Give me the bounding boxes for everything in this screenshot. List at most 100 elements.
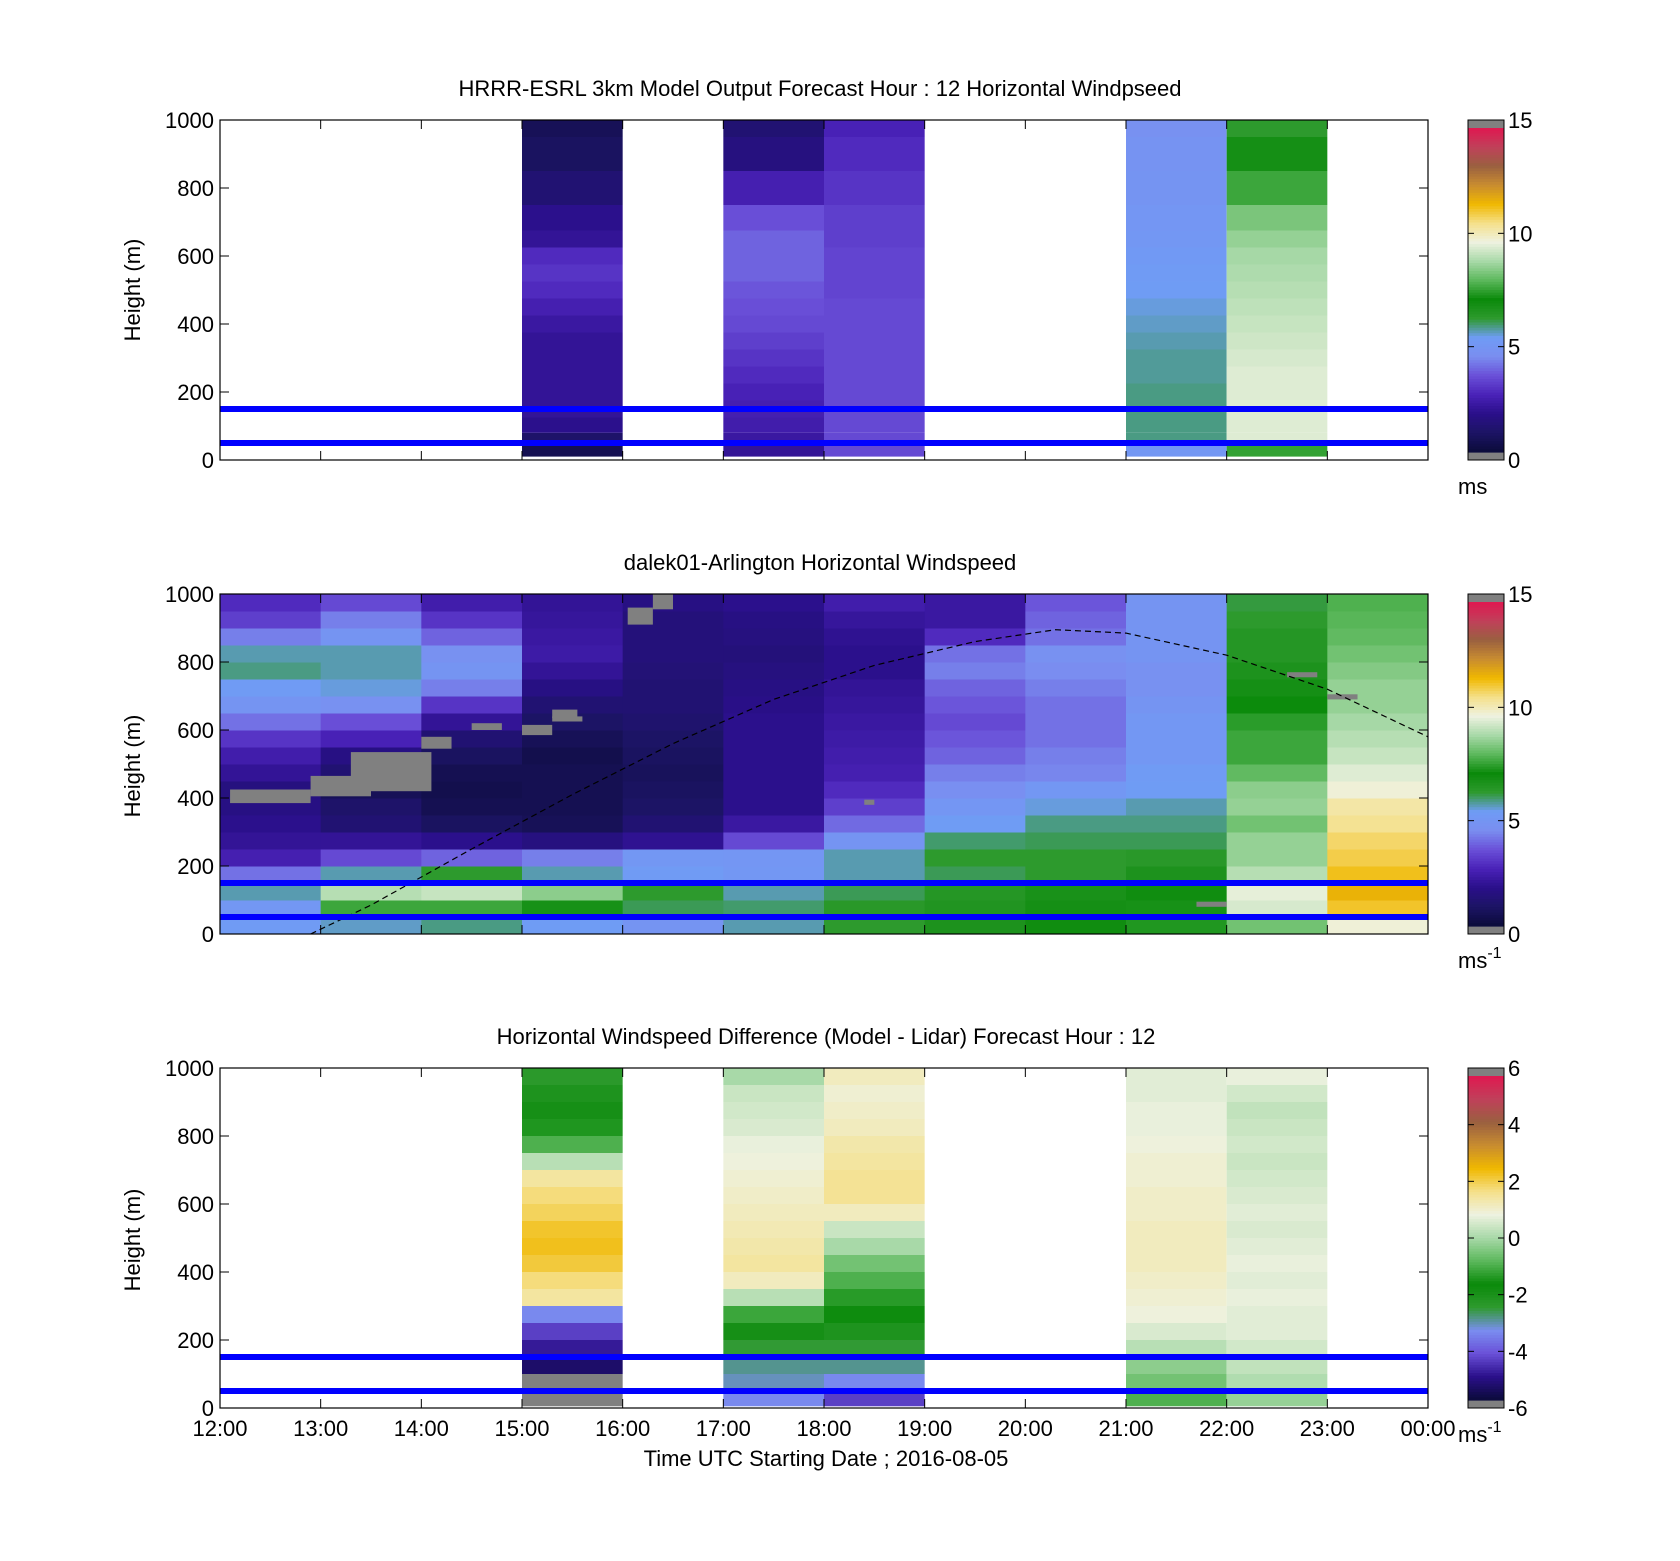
colorbar-segment	[1468, 1084, 1504, 1088]
heat-cell	[1226, 679, 1328, 697]
heat-cell	[1226, 764, 1328, 782]
colorbar-segment	[1468, 1113, 1504, 1118]
heat-cell	[1327, 594, 1429, 612]
colorbar-segment	[1468, 661, 1504, 665]
heat-cell	[522, 832, 624, 850]
heat-cell	[220, 696, 322, 714]
heat-cell	[1226, 1221, 1328, 1238]
heat-cell	[1025, 866, 1127, 884]
colorbar-segment	[1468, 1297, 1504, 1301]
heat-cell	[723, 1340, 824, 1357]
heat-cell	[723, 298, 824, 316]
colorbar-segment	[1468, 441, 1504, 445]
colorbar-segment	[1468, 241, 1504, 245]
heat-cell	[723, 366, 824, 384]
colorbar-segment	[1468, 338, 1504, 342]
colorbar-unit: ms	[1458, 474, 1487, 499]
colorbar-segment	[1468, 295, 1504, 299]
colorbar-segment	[1468, 1119, 1504, 1123]
heat-cell	[1327, 628, 1429, 646]
colorbar-segment	[1468, 629, 1504, 633]
colorbar-segment	[1468, 1092, 1504, 1096]
colorbar-segment	[1468, 373, 1504, 377]
colorbar-segment	[1468, 222, 1504, 226]
heat-cell	[522, 1136, 623, 1153]
heat-cell	[824, 1102, 925, 1119]
colorbar-segment	[1468, 642, 1504, 646]
colorbar-segment	[1468, 149, 1504, 153]
heat-cell	[723, 679, 825, 697]
lidar-axes: 0 200 400 600 800 1000	[165, 582, 1429, 947]
heat-cell	[824, 1306, 925, 1323]
difference-axes: 0 200 400 600 800 1000	[165, 1056, 1429, 1421]
colorbar-over-cap	[1468, 120, 1504, 128]
heat-cell	[1226, 1187, 1328, 1204]
colorbar-segment	[1468, 664, 1504, 668]
heat-cell	[522, 781, 624, 799]
heat-cell	[1126, 1272, 1227, 1289]
heat-cell	[924, 662, 1026, 680]
colorbar-segment	[1468, 179, 1504, 183]
colorbar-segment	[1468, 869, 1504, 873]
heat-cell	[1327, 849, 1429, 867]
colorbar-over-cap	[1468, 1068, 1504, 1076]
colorbar-segment	[1468, 362, 1504, 367]
heat-cell	[622, 679, 724, 697]
colorbar-segment	[1468, 1154, 1504, 1158]
colorbar-segment	[1468, 1202, 1504, 1207]
colorbar-segment	[1468, 753, 1504, 757]
colorbar-segment	[1468, 190, 1504, 194]
heat-cell	[1126, 1391, 1227, 1407]
heat-cell	[723, 815, 825, 833]
colorbar-segment	[1468, 780, 1504, 784]
heat-cell	[622, 815, 724, 833]
colorbar-segment	[1468, 1224, 1504, 1228]
heat-cell	[1126, 332, 1227, 350]
heat-cell	[723, 1170, 824, 1187]
colorbar-segment	[1468, 1189, 1504, 1193]
colorbar-segment	[1468, 306, 1504, 310]
heat-cell	[1126, 747, 1228, 765]
colorbar-segment	[1468, 279, 1504, 283]
heat-cell	[824, 815, 926, 833]
model-windspeed-panel: HRRR-ESRL 3km Model Output Forecast Hour…	[120, 76, 1532, 499]
heat-cell	[1126, 696, 1228, 714]
heat-cell	[824, 349, 925, 367]
x-tick-label: 22:00	[1199, 1416, 1254, 1441]
heat-cell	[1226, 832, 1328, 850]
heat-cell	[723, 849, 825, 867]
difference-panel: Horizontal Windspeed Difference (Model -…	[120, 1024, 1528, 1447]
heat-cell	[924, 866, 1026, 884]
colorbar-segment	[1468, 793, 1504, 797]
heat-cell	[924, 832, 1026, 850]
heat-cell	[1327, 713, 1429, 731]
heat-cell	[723, 281, 824, 299]
colorbar-segment	[1468, 923, 1504, 927]
x-tick-label: 17:00	[696, 1416, 751, 1441]
heat-cell	[723, 1221, 824, 1238]
colorbar-segment	[1468, 163, 1504, 167]
heat-cell	[824, 171, 925, 205]
y-tick-label: 0	[202, 1396, 214, 1421]
missing-data-patch	[652, 594, 673, 610]
heat-cell	[723, 628, 825, 646]
colorbar-segment	[1468, 888, 1504, 892]
heat-cell	[824, 1068, 925, 1085]
colorbar-segment	[1468, 1175, 1504, 1180]
heat-cell	[1126, 1340, 1227, 1357]
heat-cell	[320, 713, 422, 731]
heat-cell	[522, 432, 623, 445]
colorbar-segment	[1468, 739, 1504, 743]
colorbar-segment	[1468, 325, 1504, 329]
heat-cell	[522, 1085, 623, 1102]
heat-cell	[220, 764, 322, 782]
heat-cell	[824, 764, 926, 782]
colorbar-segment	[1468, 774, 1504, 779]
heat-cell	[622, 849, 724, 867]
colorbar-segment	[1468, 319, 1504, 323]
heat-cell	[522, 171, 623, 205]
colorbar-segment	[1468, 1138, 1504, 1142]
colorbar-segment	[1468, 626, 1504, 630]
colorbar-segment	[1468, 389, 1504, 394]
heat-cell	[1226, 366, 1328, 384]
